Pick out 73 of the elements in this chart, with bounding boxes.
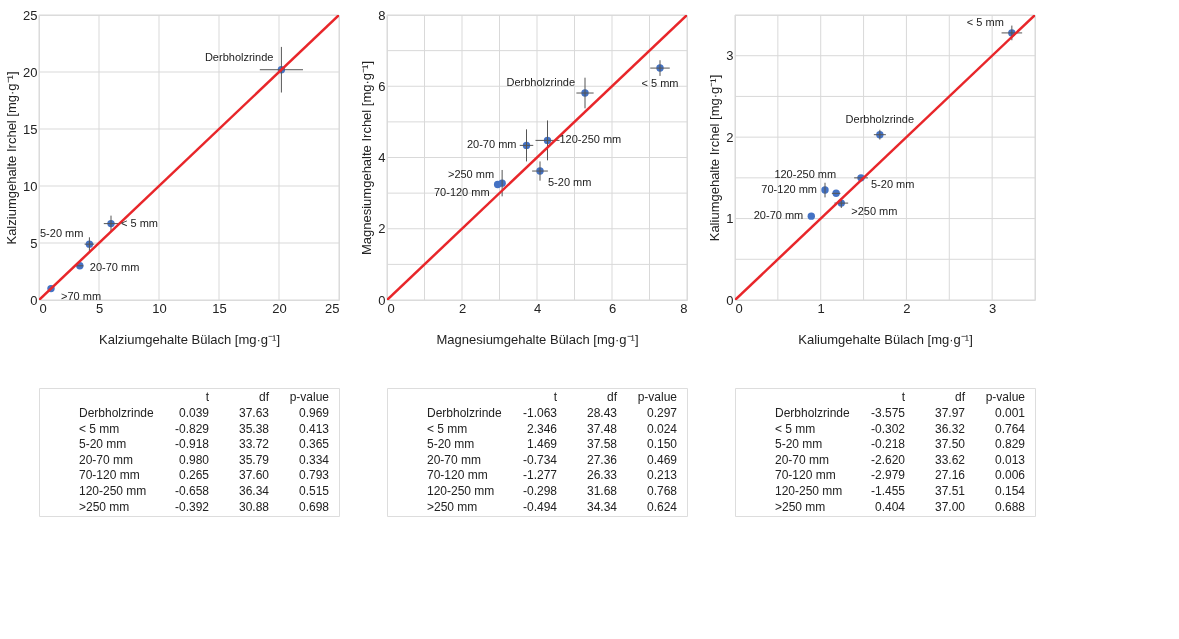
text: 70-120 mm -2.979 27.16 0.006 bbox=[775, 468, 1025, 483]
x-tick-label: 5 bbox=[95, 300, 104, 316]
annotation: < 5 mm bbox=[641, 77, 679, 90]
annotation: 70-120 mm bbox=[433, 185, 490, 198]
annotation: Derbholzrinde bbox=[845, 112, 915, 125]
annotation: Derbholzrinde bbox=[204, 50, 274, 63]
text: 20-70 mm -0.734 27.36 0.469 bbox=[427, 452, 677, 467]
text: 120-250 mm -1.455 37.51 0.154 bbox=[775, 484, 1025, 499]
annotation: < 5 mm bbox=[121, 216, 158, 229]
text: 120-250 mm -0.658 36.34 0.515 bbox=[79, 484, 329, 499]
y-tick-label: 5 bbox=[30, 235, 38, 251]
x-tick-label: 10 bbox=[152, 300, 167, 316]
annotation: < 5 mm bbox=[966, 15, 1004, 28]
y-axis-title: Kalziumgehalte Irchel [mg·g⁻¹] bbox=[4, 71, 20, 245]
y-tick-label: 25 bbox=[23, 7, 38, 23]
x-tick-label: 2 bbox=[458, 300, 467, 316]
y-tick-label: 15 bbox=[23, 121, 38, 137]
y-axis-title: Magnesiumgehalte Irchel [mg·g⁻¹] bbox=[359, 60, 375, 256]
text: t df p-value bbox=[553, 390, 677, 405]
y-tick-label: 8 bbox=[378, 7, 386, 23]
annotation: >250 mm bbox=[447, 168, 495, 181]
annotation: 120-250 mm bbox=[774, 168, 837, 181]
annotation: >250 mm bbox=[851, 205, 898, 218]
annotation: 20-70 mm bbox=[753, 209, 804, 222]
annotation: 5-20 mm bbox=[39, 227, 84, 240]
text: 5-20 mm 1.469 37.58 0.150 bbox=[427, 437, 677, 452]
text: Derbholzrinde -3.575 37.97 0.001 bbox=[775, 405, 1025, 420]
x-tick-label: 8 bbox=[680, 300, 688, 316]
text: < 5 mm -0.829 35.38 0.413 bbox=[79, 421, 329, 436]
x-tick-label: 3 bbox=[989, 300, 997, 316]
annotation: >70 mm bbox=[61, 289, 102, 302]
annotation: 20-70 mm bbox=[466, 138, 517, 151]
text: 70-120 mm -1.277 26.33 0.213 bbox=[427, 468, 677, 483]
x-tick-label: 20 bbox=[272, 300, 287, 316]
text: >250 mm -0.494 34.34 0.624 bbox=[427, 499, 677, 514]
text: >250 mm -0.392 30.88 0.698 bbox=[79, 499, 329, 514]
text: Derbholzrinde 0.039 37.63 0.969 bbox=[79, 405, 329, 420]
x-tick-label: 25 bbox=[325, 300, 340, 316]
text: 20-70 mm -2.620 33.62 0.013 bbox=[775, 452, 1025, 467]
annotation: 5-20 mm bbox=[548, 176, 592, 189]
y-axis-title: Kaliumgehalte Irchel [mg·g⁻¹] bbox=[707, 74, 723, 242]
text: >250 mm 0.404 37.00 0.688 bbox=[775, 499, 1025, 514]
x-tick-label: 1 bbox=[817, 300, 825, 316]
y-tick-label: 4 bbox=[378, 150, 386, 165]
x-tick-label: 2 bbox=[903, 300, 911, 316]
x-tick-label: 6 bbox=[608, 300, 617, 316]
annotation: Derbholzrinde bbox=[506, 76, 575, 89]
text: 20-70 mm 0.980 35.79 0.334 bbox=[79, 452, 329, 467]
annotation: 70-120 mm bbox=[761, 183, 817, 196]
y-tick-label: 6 bbox=[378, 78, 386, 94]
text: < 5 mm 2.346 37.48 0.024 bbox=[427, 421, 677, 436]
text: 5-20 mm -0.218 37.50 0.829 bbox=[775, 437, 1025, 452]
annotation: 20-70 mm bbox=[89, 260, 140, 273]
x-tick-label: 15 bbox=[212, 300, 227, 316]
x-axis-title: Magnesiumgehalte Bülach [mg·g⁻¹] bbox=[436, 331, 639, 347]
text: < 5 mm -0.302 36.32 0.764 bbox=[775, 421, 1025, 436]
y-tick-label: 10 bbox=[23, 178, 38, 194]
y-tick-label: 2 bbox=[726, 129, 734, 145]
x-axis-title: Kaliumgehalte Bülach [mg·g⁻¹] bbox=[798, 331, 973, 347]
y-tick-label: 20 bbox=[23, 64, 38, 80]
y-tick-label: 3 bbox=[726, 48, 734, 64]
text: t df p-value bbox=[205, 390, 329, 405]
text: Derbholzrinde -1.063 28.43 0.297 bbox=[427, 405, 677, 420]
y-tick-label: 1 bbox=[726, 211, 734, 227]
annotation: 5-20 mm bbox=[871, 177, 915, 190]
text: 120-250 mm -0.298 31.68 0.768 bbox=[427, 484, 677, 499]
annotation: 120-250 mm bbox=[559, 133, 622, 146]
y-tick-label: 2 bbox=[378, 221, 386, 237]
text: 70-120 mm 0.265 37.60 0.793 bbox=[79, 468, 329, 483]
text: 5-20 mm -0.918 33.72 0.365 bbox=[79, 437, 329, 452]
text: t df p-value bbox=[901, 390, 1025, 405]
x-tick-label: 4 bbox=[533, 300, 542, 316]
x-axis-title: Kalziumgehalte Bülach [mg·g⁻¹] bbox=[98, 331, 281, 347]
